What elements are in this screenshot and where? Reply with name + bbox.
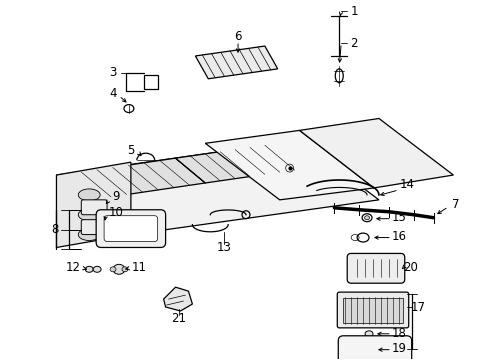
Polygon shape [163,287,192,311]
Ellipse shape [122,267,128,272]
FancyBboxPatch shape [96,210,165,247]
Ellipse shape [123,105,134,113]
Text: 5: 5 [127,144,134,157]
Text: 11: 11 [131,261,146,274]
Text: 4: 4 [109,87,117,100]
Text: 20: 20 [403,261,417,274]
Text: 6: 6 [234,30,241,42]
FancyBboxPatch shape [81,220,107,235]
Text: 16: 16 [390,230,406,243]
Ellipse shape [78,229,100,240]
FancyBboxPatch shape [337,292,408,328]
FancyBboxPatch shape [346,253,404,283]
Ellipse shape [335,69,343,83]
FancyBboxPatch shape [338,336,411,360]
Text: 13: 13 [216,241,231,254]
FancyBboxPatch shape [81,200,107,215]
Text: 21: 21 [171,312,185,325]
Polygon shape [205,130,373,200]
Ellipse shape [364,216,369,220]
Text: 2: 2 [350,37,357,50]
Ellipse shape [93,266,101,272]
Polygon shape [175,145,294,183]
Ellipse shape [361,214,371,222]
Polygon shape [56,140,378,235]
Text: 15: 15 [390,211,406,224]
Text: 8: 8 [51,223,58,236]
Bar [343,298,402,323]
Text: 3: 3 [109,66,117,79]
Ellipse shape [78,209,100,221]
Ellipse shape [110,267,116,272]
Polygon shape [195,46,277,79]
Text: 7: 7 [451,198,458,211]
Text: 1: 1 [350,5,357,18]
Text: 18: 18 [390,327,406,340]
Polygon shape [299,118,452,188]
FancyBboxPatch shape [104,216,157,242]
Text: 12: 12 [66,261,81,274]
Text: 17: 17 [410,301,425,314]
Text: 9: 9 [112,190,120,203]
Ellipse shape [78,189,100,201]
Bar [143,75,157,89]
Text: 10: 10 [108,206,123,219]
Ellipse shape [85,266,93,272]
Text: 19: 19 [390,342,406,355]
Ellipse shape [113,264,124,274]
Ellipse shape [365,331,372,337]
Polygon shape [81,158,205,197]
Polygon shape [56,162,131,247]
Text: 14: 14 [398,179,413,192]
